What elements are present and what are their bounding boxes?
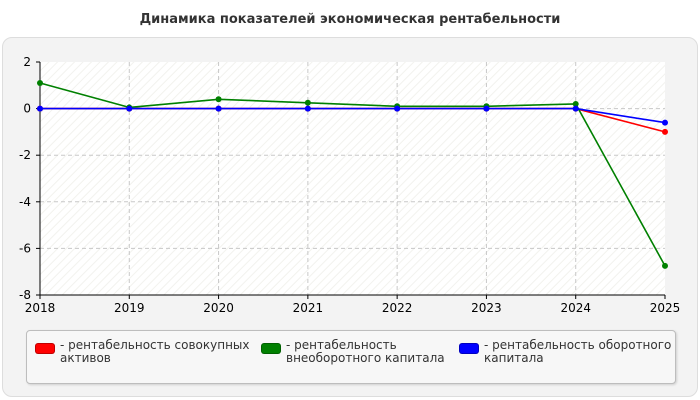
x-tick-label: 2019	[114, 301, 145, 315]
series-1-point	[662, 262, 668, 269]
legend-label-line2: капитала	[484, 351, 544, 365]
legend-label: - рентабельность оборотного капитала	[484, 339, 671, 365]
series-0-point	[662, 128, 668, 135]
legend-item-working-capital: - рентабельность оборотного капитала	[459, 339, 671, 365]
legend-item-total-assets: - рентабельность совокупных активов	[35, 339, 250, 365]
y-tick-label: 0	[23, 102, 31, 116]
x-tick-label: 2025	[650, 301, 681, 315]
legend-swatch-blue	[459, 343, 479, 354]
x-tick-label: 2024	[560, 301, 591, 315]
plot-area	[40, 62, 665, 295]
legend-label-line1: - рентабельность	[286, 338, 397, 352]
series-line-1	[39, 82, 666, 267]
legend-label: - рентабельность внеоборотного капитала	[286, 339, 445, 365]
series-2-point	[215, 105, 222, 112]
x-tick-label: 2022	[382, 301, 413, 315]
legend-label-line1: - рентабельность оборотного	[484, 338, 672, 352]
series-1-point	[37, 79, 43, 86]
series-1-point	[304, 99, 311, 106]
legend-label-line2: внеоборотного капитала	[286, 351, 445, 365]
series-1-point	[572, 100, 579, 107]
x-tick-label: 2023	[471, 301, 502, 315]
series-2-point	[572, 105, 579, 112]
x-tick-label: 2018	[25, 301, 56, 315]
x-tick-label: 2021	[293, 301, 324, 315]
legend-item-noncurrent-capital: - рентабельность внеоборотного капитала	[261, 339, 445, 365]
y-tick-label: -8	[19, 288, 31, 302]
chart-title: Динамика показателей экономическая рента…	[139, 12, 561, 27]
y-tick-label: -2	[19, 148, 31, 162]
legend-label-line1: - рентабельность совокупных	[60, 338, 250, 352]
series-2-point	[662, 119, 668, 126]
legend-label: - рентабельность совокупных активов	[60, 339, 250, 365]
legend: - рентабельность совокупных активов - ре…	[26, 330, 676, 384]
series-1-point	[215, 96, 222, 103]
series-2-point	[483, 105, 490, 112]
series-2-point	[126, 105, 133, 112]
series-2-point	[37, 105, 43, 112]
y-tick-label: -4	[19, 195, 31, 209]
series-2-point	[394, 105, 401, 112]
y-tick-label: 2	[23, 55, 31, 69]
legend-swatch-red	[35, 343, 55, 354]
x-tick-label: 2020	[203, 301, 234, 315]
legend-swatch-green	[261, 343, 281, 354]
y-tick-label: -6	[19, 241, 31, 255]
series-line-2	[40, 107, 666, 124]
series-2-point	[304, 105, 311, 112]
legend-label-line2: активов	[60, 351, 111, 365]
